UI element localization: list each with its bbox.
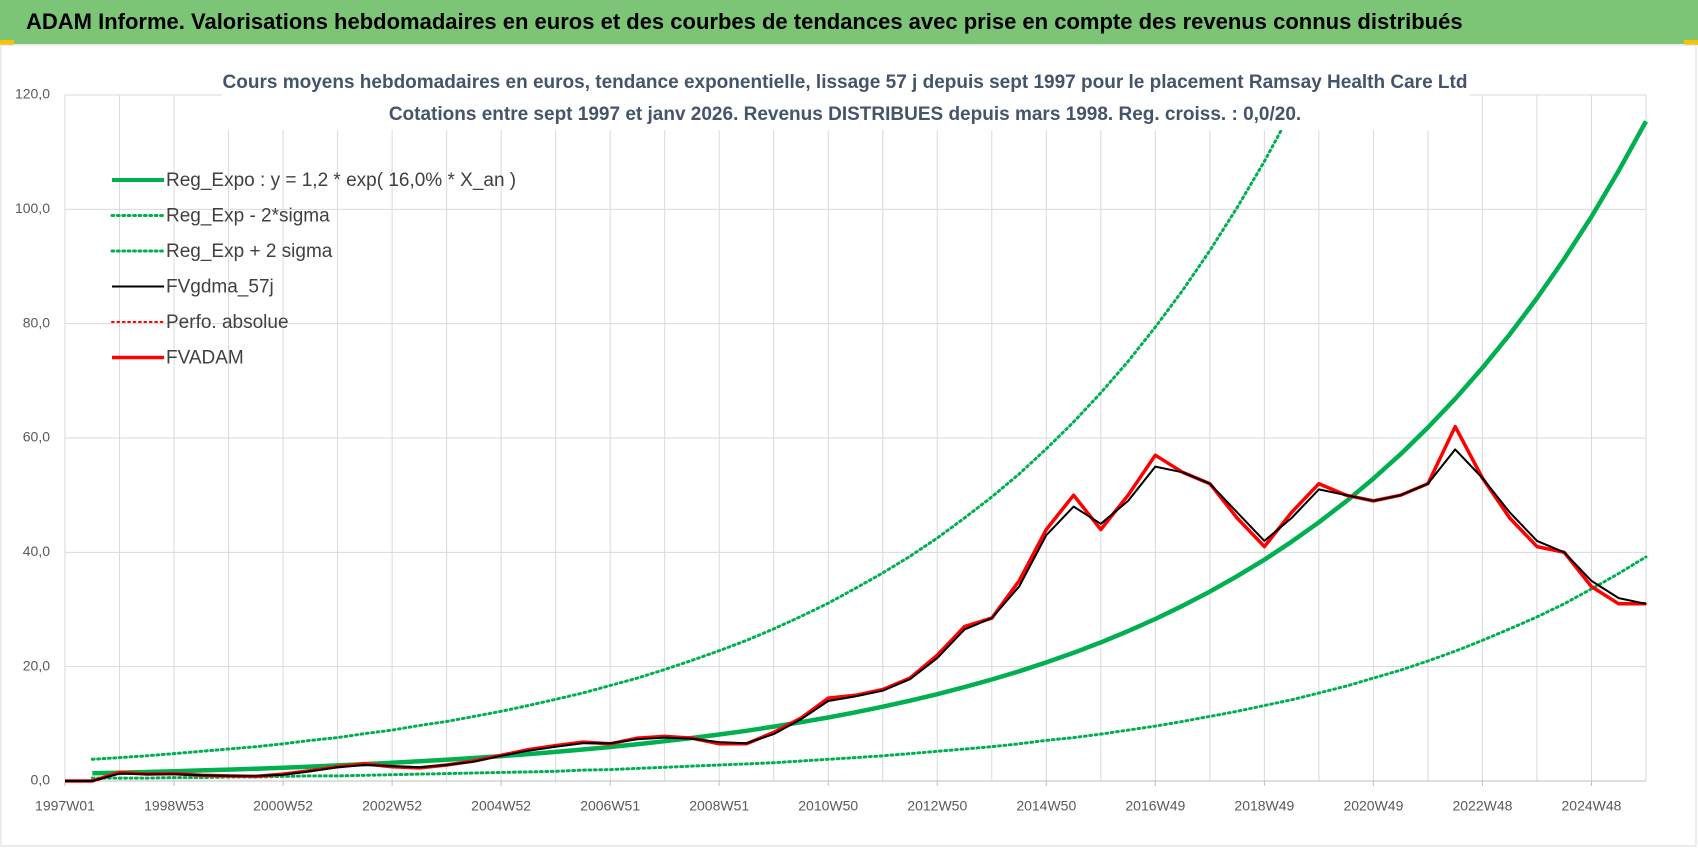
y-tick-label: 100,0 — [15, 200, 50, 216]
series-line — [65, 448, 1647, 782]
title-background — [222, 68, 1470, 130]
y-tick-label: 40,0 — [23, 543, 50, 559]
x-tick-label: 2006W51 — [580, 798, 640, 814]
y-tick-label: 80,0 — [23, 314, 50, 330]
legend-label: FVgdma_57j — [166, 277, 274, 298]
chart-title: Cours moyens hebdomadaires en euros, ten… — [223, 72, 1468, 93]
chart-frame — [0, 44, 1697, 847]
legend-label: Reg_Expo : y = 1,2 * exp( 16,0% * X_an ) — [166, 170, 516, 191]
chart-subtitle: Cotations entre sept 1997 et janv 2026. … — [389, 104, 1301, 125]
header-bar — [0, 0, 1698, 44]
x-tick-label: 2018W49 — [1234, 798, 1294, 814]
legend-label: Reg_Exp + 2 sigma — [166, 241, 333, 262]
x-tick-label: 1997W01 — [35, 798, 95, 814]
series-line — [65, 425, 1647, 782]
x-tick-label: 2010W50 — [798, 798, 858, 814]
y-tick-label: 60,0 — [23, 429, 50, 445]
legend-label: FVADAM — [166, 348, 244, 369]
x-tick-label: 2020W49 — [1343, 798, 1403, 814]
y-tick-label: 20,0 — [23, 657, 50, 673]
x-tick-label: 2012W50 — [907, 798, 967, 814]
header-title: ADAM Informe. Valorisations hebdomadaire… — [26, 9, 1463, 34]
x-tick-label: 2004W52 — [471, 798, 531, 814]
legend-label: Perfo. absolue — [166, 312, 289, 333]
x-tick-label: 2016W49 — [1125, 798, 1185, 814]
series-line — [65, 424, 1646, 783]
series-line — [90, 555, 1648, 780]
x-tick-label: 2002W52 — [362, 798, 422, 814]
y-tick-label: 120,0 — [15, 86, 50, 102]
x-tick-label: 2008W51 — [689, 798, 749, 814]
legend-label: Reg_Exp - 2*sigma — [166, 206, 330, 227]
y-tick-label: 0,0 — [31, 772, 51, 788]
x-tick-label: 2022W48 — [1452, 798, 1512, 814]
x-tick-label: 2024W48 — [1562, 798, 1622, 814]
x-tick-label: 2000W52 — [253, 798, 313, 814]
x-tick-label: 2014W50 — [1016, 798, 1076, 814]
corner-mark — [1684, 40, 1698, 45]
series-line — [90, 92, 1303, 761]
corner-mark — [0, 40, 14, 45]
x-tick-label: 1998W53 — [144, 798, 204, 814]
